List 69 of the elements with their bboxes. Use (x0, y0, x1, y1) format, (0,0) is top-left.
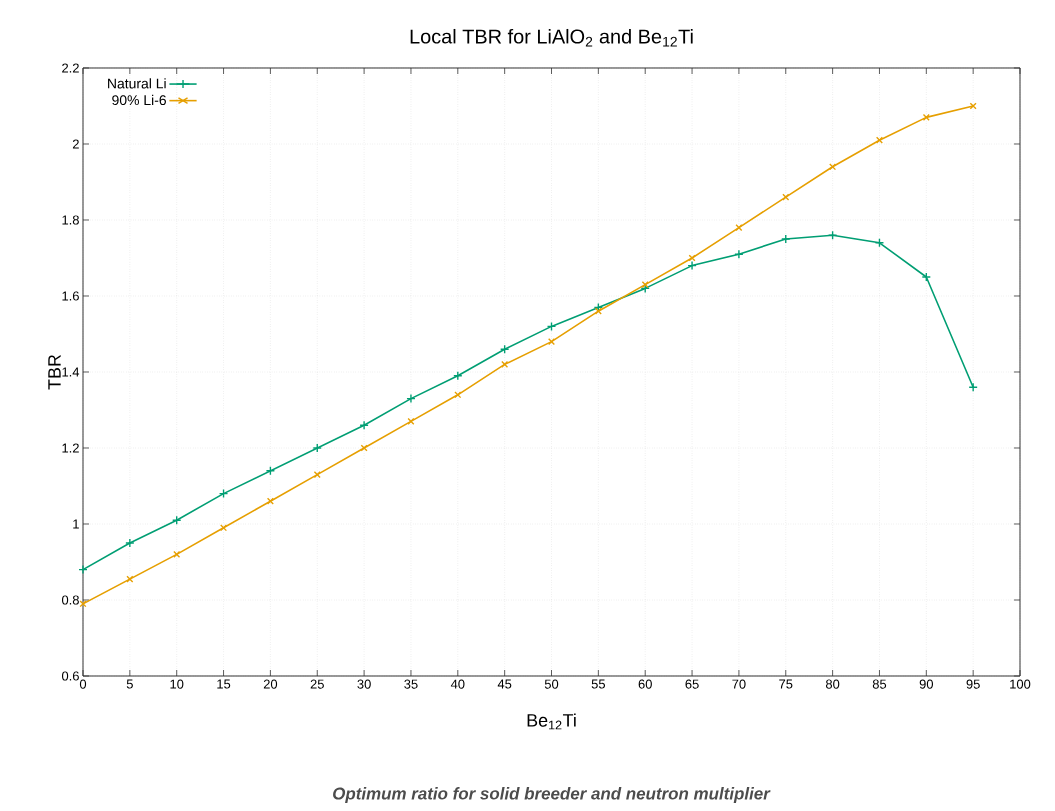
x-tick-label: 85 (872, 679, 887, 689)
point (922, 113, 930, 121)
point (454, 391, 462, 399)
point (78, 564, 88, 575)
point (312, 443, 322, 453)
point (829, 163, 837, 171)
y-tick-label: 1.4 (62, 367, 80, 377)
point (687, 260, 697, 271)
x-tick-label: 30 (357, 679, 371, 689)
point (782, 193, 790, 201)
point (875, 136, 883, 144)
x-tick-label: 100 (1010, 679, 1031, 689)
x-tick-label: 35 (404, 679, 418, 689)
chart-title: Local TBR for LiAlO$_{2}$ and Be$_{12}$Ti (410, 28, 693, 47)
x-tick-label: 80 (825, 679, 840, 689)
x-tick-label: 75 (779, 679, 793, 689)
x-tick-label: 95 (966, 679, 980, 689)
text: Optimum ratio for solid breeder and neutron multiplier (333, 787, 771, 803)
point (735, 224, 743, 232)
point (688, 254, 696, 262)
x-tick-label: 70 (732, 679, 746, 689)
x-tick-label: 0 (79, 679, 87, 689)
y-tick-label: 1.6 (62, 291, 79, 301)
y-tick-label: 0.8 (61, 595, 79, 605)
x-tick-label: 15 (217, 679, 231, 689)
point (406, 393, 416, 404)
legend-label: Natural Li (108, 78, 166, 89)
x-axis-title: Be$_{12}$Ti (527, 713, 576, 730)
x-tick-label: 55 (591, 679, 606, 689)
x-tick-label: 65 (685, 679, 699, 689)
point (501, 360, 509, 368)
point (734, 249, 744, 259)
point (407, 417, 415, 425)
point (547, 338, 556, 346)
legend-label: 90% Li-6 (112, 94, 166, 106)
x-tick-label: 20 (263, 679, 278, 689)
point (173, 550, 181, 558)
point (125, 538, 135, 548)
y-tick-label: 1.8 (62, 215, 79, 225)
point (79, 600, 87, 608)
point (781, 234, 791, 244)
x-tick-label: 45 (497, 679, 512, 689)
y-axis-title: TBR (48, 354, 61, 390)
x-tick-label: 10 (170, 679, 184, 689)
point (313, 471, 321, 479)
point (969, 102, 977, 110)
point (499, 344, 510, 354)
point (359, 420, 369, 430)
point (827, 230, 838, 240)
x-tick-label: 60 (638, 679, 652, 689)
point (921, 272, 932, 282)
y-tick-label: 1.2 (62, 443, 79, 453)
y-tick-label: 2.2 (62, 63, 79, 73)
x-tick-label: 5 (126, 679, 133, 689)
point (641, 281, 649, 289)
y-tick-label: 1 (73, 519, 79, 529)
point (220, 524, 228, 532)
x-tick-label: 90 (919, 679, 934, 689)
x-tick-label: 40 (450, 679, 465, 689)
point (126, 575, 134, 583)
point (266, 497, 274, 505)
x-tick-label: 25 (310, 679, 324, 689)
y-tick-label: 2 (72, 139, 79, 149)
point (453, 371, 463, 381)
x-tick-label: 50 (544, 679, 559, 689)
point (360, 444, 368, 452)
point (968, 382, 978, 392)
point (594, 307, 602, 315)
y-tick-label: 0.6 (61, 671, 79, 681)
